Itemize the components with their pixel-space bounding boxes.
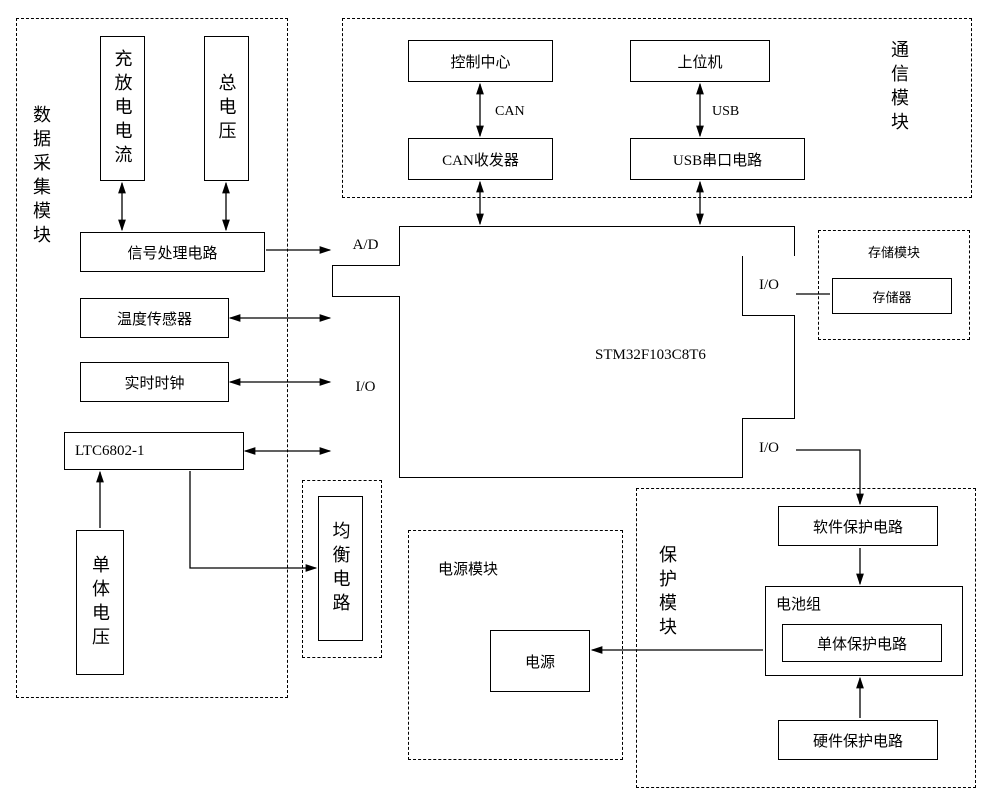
hw-protect-box: 硬件保护电路 [778, 720, 938, 760]
data-acq-title: 数据采集模块 [28, 105, 54, 249]
io-right-bot-label: I/O [759, 440, 779, 457]
mcu-label: STM32F103C8T6 [595, 347, 706, 364]
sw-protect-box: 软件保护电路 [778, 506, 938, 546]
io-left-box: I/O [332, 296, 400, 478]
memory-box: 存储器 [832, 278, 952, 314]
battery-group-label: 电池组 [776, 593, 821, 614]
total-voltage-box: 总电压 [204, 36, 249, 181]
balance-box: 均衡电路 [318, 496, 363, 641]
can-transceiver-label: CAN收发器 [442, 149, 519, 170]
memory-label: 存储器 [872, 287, 911, 306]
temp-sensor-box: 温度传感器 [80, 298, 229, 338]
mcu-box: STM32F103C8T6 [332, 226, 795, 478]
hw-protect-label: 硬件保护电路 [813, 730, 903, 751]
host-box: 上位机 [630, 40, 770, 82]
sw-protect-label: 软件保护电路 [813, 516, 903, 537]
storage-title: 存储模块 [868, 242, 920, 261]
io-right-bot-box: I/O [742, 418, 795, 478]
signal-proc-label: 信号处理电路 [127, 242, 217, 263]
temp-sensor-label: 温度传感器 [117, 308, 192, 329]
control-center-box: 控制中心 [408, 40, 553, 82]
usb-serial-box: USB串口电路 [630, 138, 805, 180]
ad-label: A/D [353, 237, 379, 254]
charge-current-box: 充放电电流 [100, 36, 145, 181]
comm-title: 通信模块 [886, 40, 912, 136]
io-right-top-label: I/O [759, 277, 779, 294]
usb-serial-label: USB串口电路 [673, 149, 762, 170]
power-title: 电源模块 [438, 558, 498, 579]
cell-voltage-label: 单体电压 [87, 555, 113, 651]
total-voltage-label: 总电压 [214, 73, 240, 145]
power-label: 电源 [525, 651, 555, 672]
protection-title: 保护模块 [654, 545, 680, 641]
ltc-label: LTC6802-1 [75, 443, 144, 460]
balance-label: 均衡电路 [328, 521, 354, 617]
cell-protect-box: 单体保护电路 [782, 624, 942, 662]
rtc-label: 实时时钟 [124, 372, 184, 393]
io-left-label: I/O [356, 379, 376, 396]
signal-proc-box: 信号处理电路 [80, 232, 265, 272]
ltc-box: LTC6802-1 [64, 432, 244, 470]
io-right-top-box: I/O [742, 256, 795, 316]
cell-protect-label: 单体保护电路 [817, 633, 907, 654]
host-label: 上位机 [677, 51, 722, 72]
usb-label: USB [712, 104, 739, 120]
rtc-box: 实时时钟 [80, 362, 229, 402]
can-transceiver-box: CAN收发器 [408, 138, 553, 180]
charge-current-label: 充放电电流 [110, 49, 136, 169]
can-label: CAN [495, 104, 525, 120]
control-center-label: 控制中心 [450, 51, 510, 72]
ad-box: A/D [332, 226, 400, 266]
power-box: 电源 [490, 630, 590, 692]
cell-voltage-box: 单体电压 [76, 530, 124, 675]
